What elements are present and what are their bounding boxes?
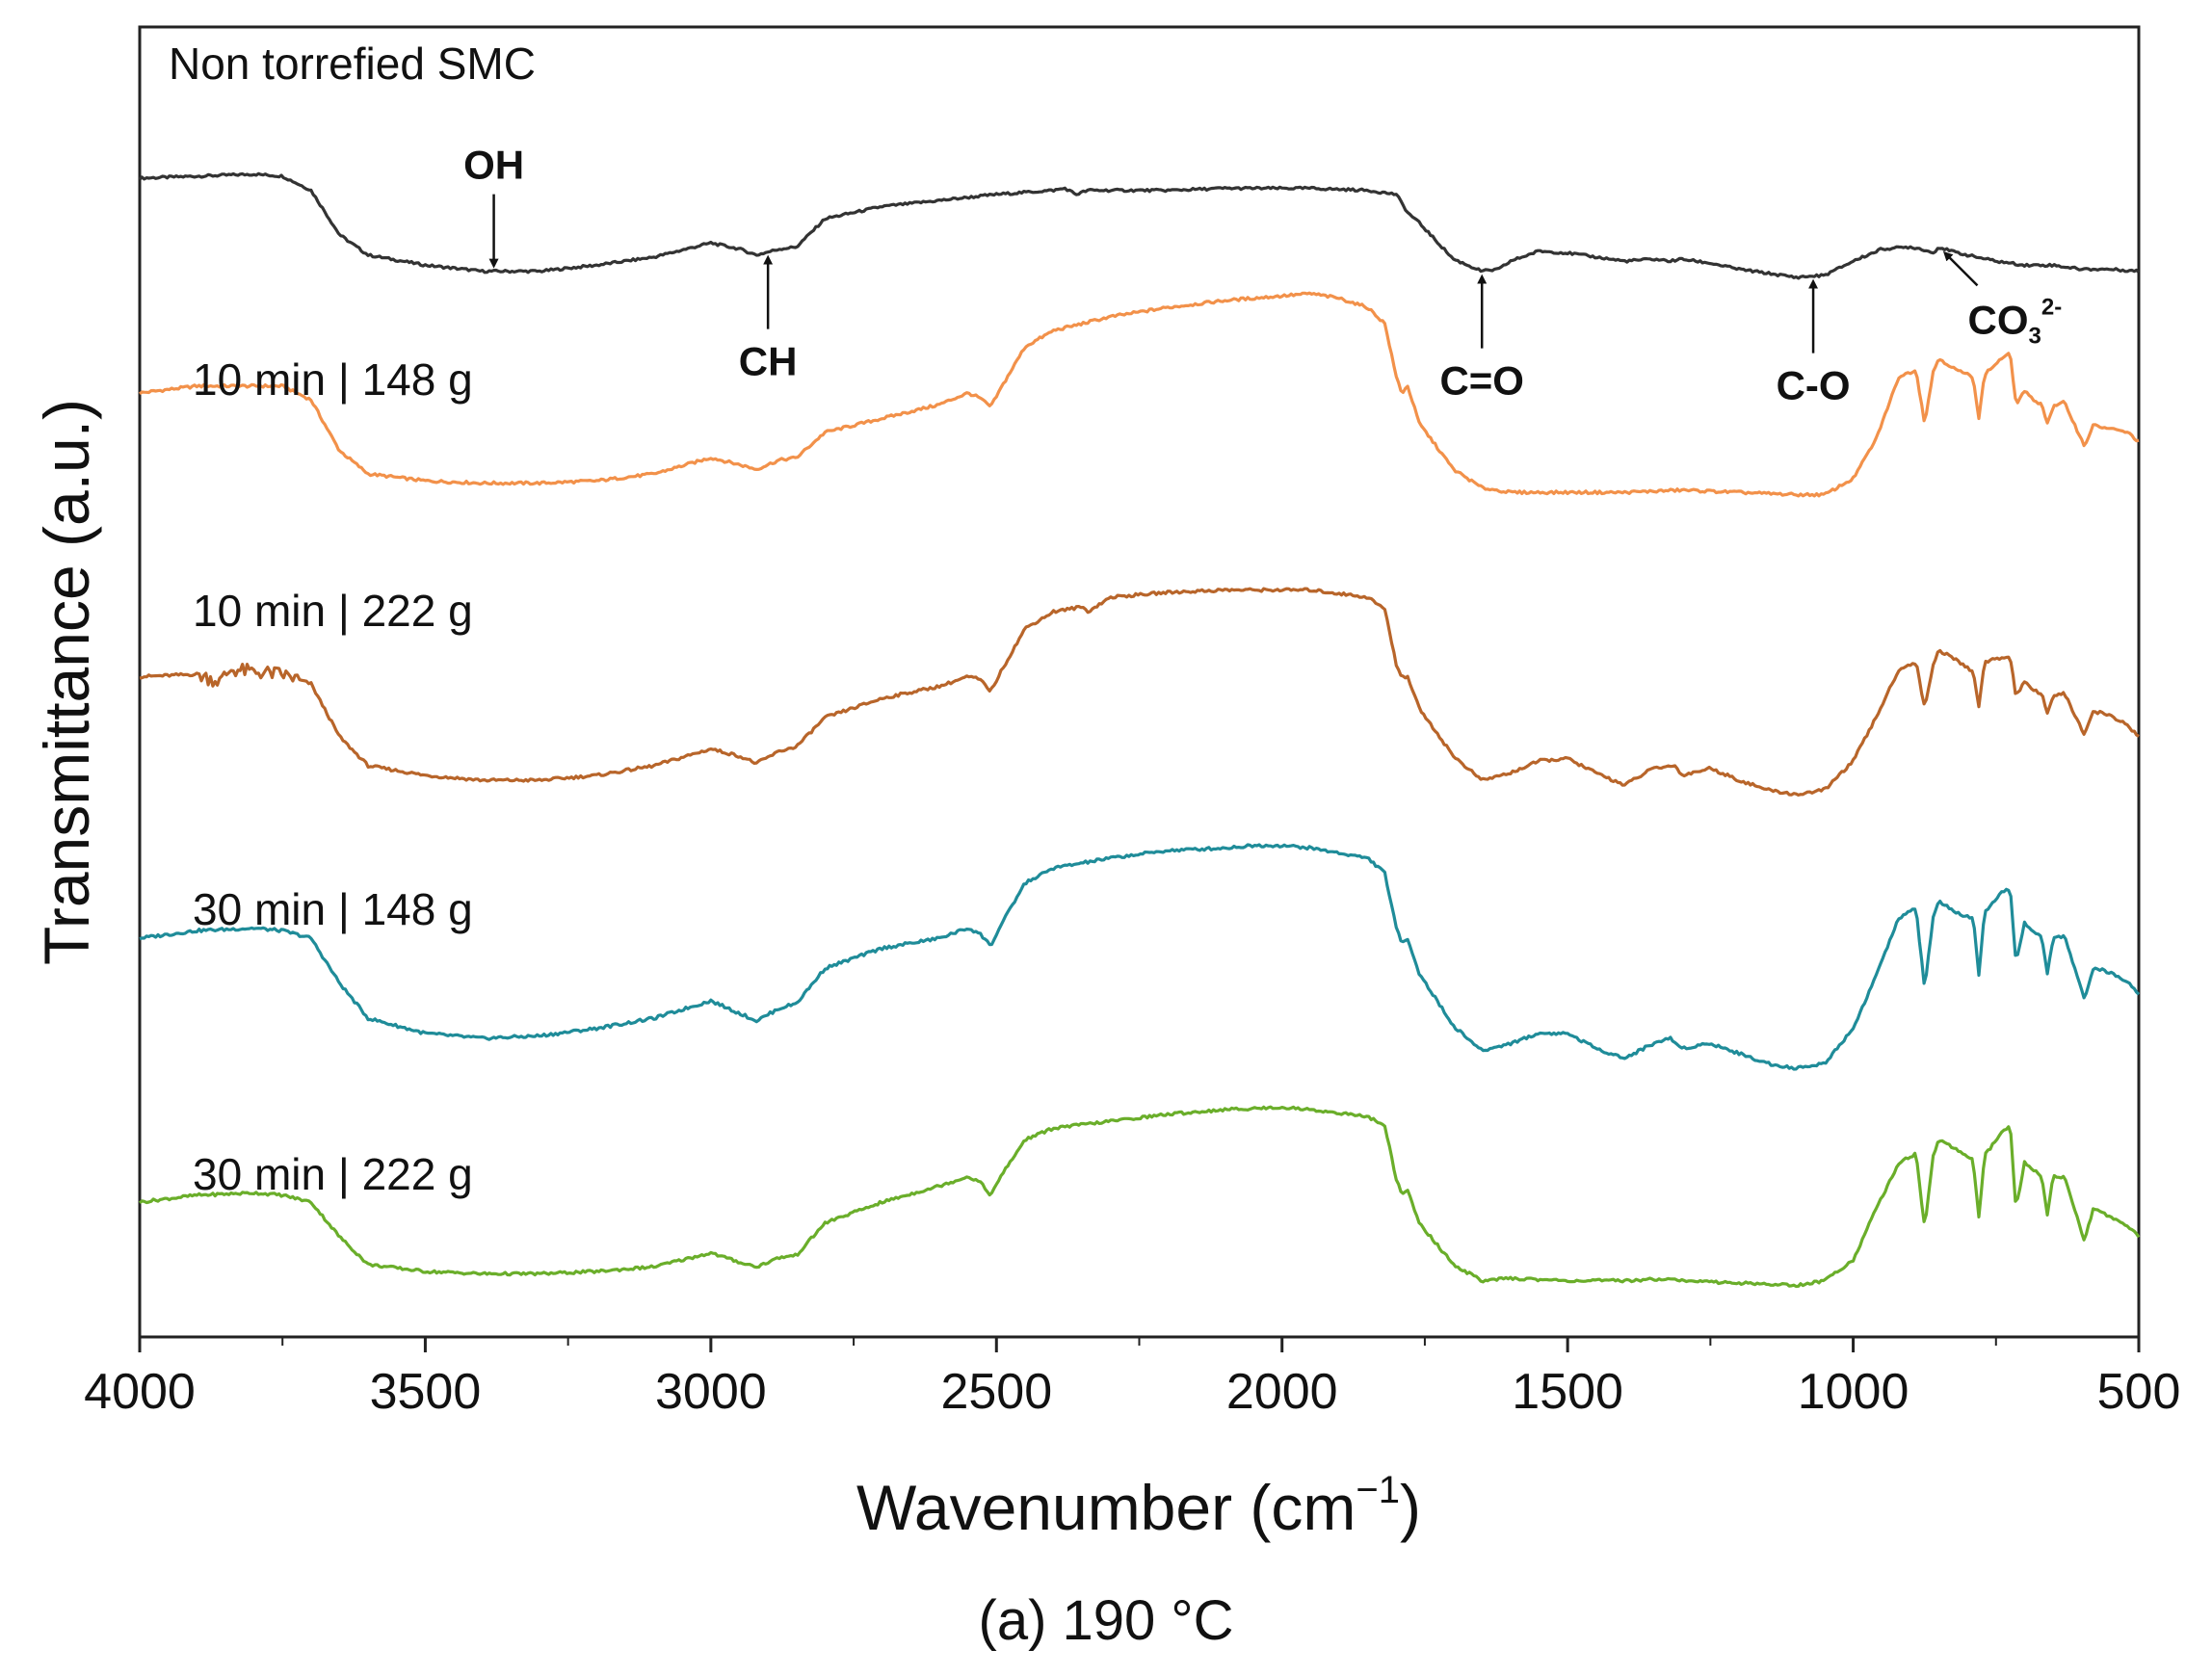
annotation-label: C=O — [1439, 358, 1524, 404]
series-label-3: 10 min | 222 g — [193, 586, 473, 636]
x-tick-label-3500: 3500 — [370, 1364, 482, 1420]
x-tick-label-4000: 4000 — [84, 1364, 196, 1420]
annotation-label: C-O — [1777, 363, 1851, 408]
peak-annotations: OH CH C=O C-O CO32- — [463, 143, 2062, 408]
annotation-label: CH — [739, 339, 798, 384]
series-line-4 — [139, 843, 2141, 1071]
series-labels: Non torrefied SMC 10 min | 148 g 10 min | … — [169, 39, 536, 1199]
x-tick-label-500: 500 — [2097, 1364, 2181, 1420]
series-label-1: Non torrefied SMC — [169, 39, 536, 89]
annotation-c-o: C-O — [1777, 278, 1851, 408]
series-line-1 — [138, 171, 2141, 280]
annotation-arrow — [1942, 250, 1979, 287]
x-tick-label-1000: 1000 — [1798, 1364, 1909, 1420]
x-tick-label-3000: 3000 — [655, 1364, 767, 1420]
figure-caption: (a) 190 °C — [979, 1589, 1234, 1652]
series-line-5 — [138, 1105, 2141, 1289]
x-axis: 4000 3500 3000 2500 2000 1500 1000 500 — [84, 1337, 2180, 1420]
x-tick-label-2000: 2000 — [1226, 1364, 1338, 1420]
x-tick-label-2500: 2500 — [940, 1364, 1052, 1420]
annotation-ch: CH — [739, 254, 798, 384]
annotation-co: CO32- — [1942, 250, 2063, 349]
annotation-c-o: C=O — [1439, 274, 1524, 404]
plot-frame — [138, 25, 2141, 1339]
series-line-3 — [139, 587, 2140, 797]
series-group — [138, 171, 2141, 1289]
series-label-4: 30 min | 148 g — [193, 884, 473, 934]
y-axis-title: Transmittance (a.u.) — [31, 399, 102, 965]
series-label-2: 10 min | 148 g — [193, 354, 473, 405]
annotation-oh: OH — [463, 143, 524, 269]
x-tick-label-1500: 1500 — [1512, 1364, 1623, 1420]
x-axis-title: Wavenumber (cm−1) — [856, 1469, 1421, 1543]
series-label-5: 30 min | 222 g — [193, 1149, 473, 1199]
annotation-label: OH — [463, 143, 524, 188]
annotation-label: CO32- — [1968, 294, 2063, 349]
series-line-2 — [139, 291, 2140, 498]
